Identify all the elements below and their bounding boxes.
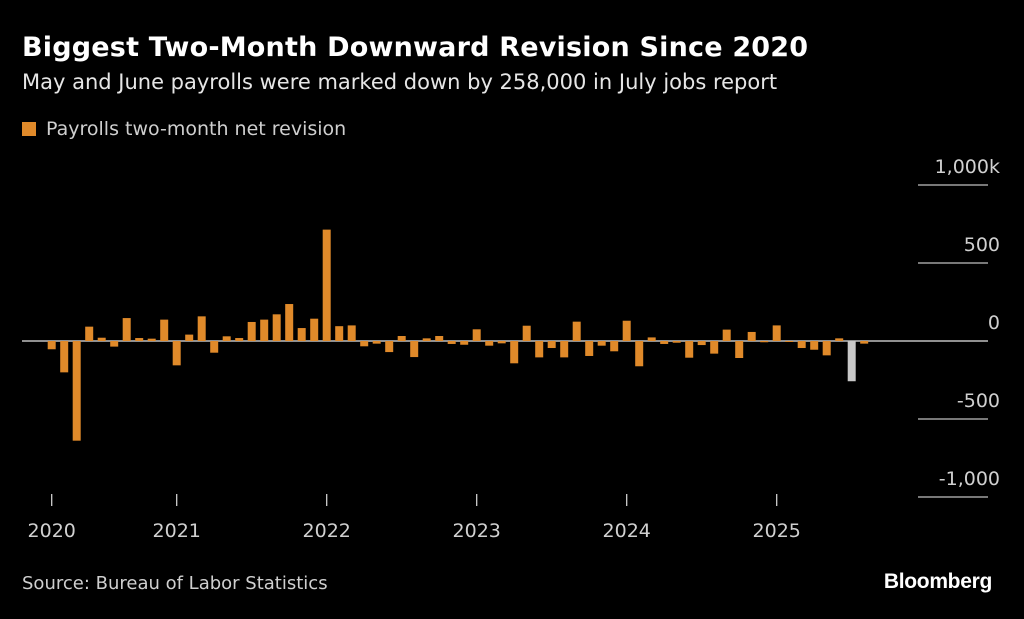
legend: Payrolls two-month net revision (22, 118, 346, 140)
bar (347, 325, 356, 341)
bar (522, 325, 531, 341)
bar (785, 341, 794, 342)
bar (310, 318, 319, 341)
bar (385, 341, 394, 353)
bar (297, 328, 306, 341)
x-tick-label: 2020 (28, 520, 76, 542)
chart-subtitle: May and June payrolls were marked down b… (22, 70, 778, 94)
bar (410, 341, 419, 358)
bar (672, 341, 681, 343)
bar (610, 341, 619, 352)
bar (447, 341, 456, 344)
y-tick-label: 500 (964, 234, 1000, 256)
bar (197, 316, 206, 341)
bar (710, 341, 719, 354)
bar (472, 329, 481, 341)
legend-label: Payrolls two-month net revision (46, 118, 347, 140)
bar (122, 318, 131, 341)
bar (47, 341, 56, 350)
bar (110, 341, 119, 347)
y-tick-label: 0 (988, 312, 1000, 334)
bar (272, 314, 281, 341)
bar (247, 321, 256, 341)
bloomberg-logo: Bloomberg (883, 570, 992, 593)
bar (722, 329, 731, 341)
bar (97, 337, 106, 341)
bar (135, 338, 144, 341)
bar (772, 325, 781, 341)
legend-swatch (22, 122, 36, 136)
y-tick-label: 1,000k (935, 156, 1000, 178)
bar (847, 341, 856, 382)
bar (760, 341, 769, 343)
x-tick-label: 2024 (603, 520, 651, 542)
bar (485, 341, 494, 346)
bar (560, 341, 569, 358)
bar (372, 341, 381, 344)
y-tick-label: -1,000 (939, 468, 1000, 490)
bar (72, 341, 81, 441)
bar (660, 341, 669, 344)
bar (810, 341, 819, 350)
bar (85, 326, 94, 341)
bar (435, 336, 444, 341)
bar (535, 341, 544, 358)
bar (185, 334, 194, 341)
bar (547, 341, 556, 349)
bar (172, 341, 181, 366)
bar (822, 341, 831, 356)
bar (572, 321, 581, 341)
source-note: Source: Bureau of Labor Statistics (22, 573, 328, 594)
bar (360, 341, 369, 347)
bar (235, 338, 244, 341)
x-tick-label: 2021 (153, 520, 201, 542)
bar (597, 341, 606, 346)
bar (510, 341, 519, 364)
bar (210, 341, 219, 353)
bar (497, 341, 506, 344)
bar (285, 304, 294, 341)
bar (397, 336, 406, 341)
x-tick-label: 2023 (453, 520, 501, 542)
bar (460, 341, 469, 345)
bar (322, 229, 331, 341)
bar (647, 337, 656, 341)
bar (622, 320, 631, 341)
bar (860, 341, 869, 344)
bar (60, 341, 69, 373)
bar (697, 341, 706, 346)
y-tick-label: -500 (957, 390, 1000, 412)
bar (585, 341, 594, 356)
bar (260, 319, 269, 341)
chart-title: Biggest Two-Month Downward Revision Sinc… (22, 32, 809, 63)
bar (222, 336, 231, 341)
x-tick-label: 2022 (303, 520, 351, 542)
bar (422, 338, 431, 341)
bar (835, 338, 844, 341)
bar (685, 341, 694, 358)
bar (735, 341, 744, 359)
bar (635, 341, 644, 367)
bar (335, 326, 344, 341)
bar (147, 338, 156, 341)
bar (747, 331, 756, 341)
bar (160, 319, 169, 341)
x-tick-label: 2025 (753, 520, 801, 542)
bar (797, 341, 806, 349)
